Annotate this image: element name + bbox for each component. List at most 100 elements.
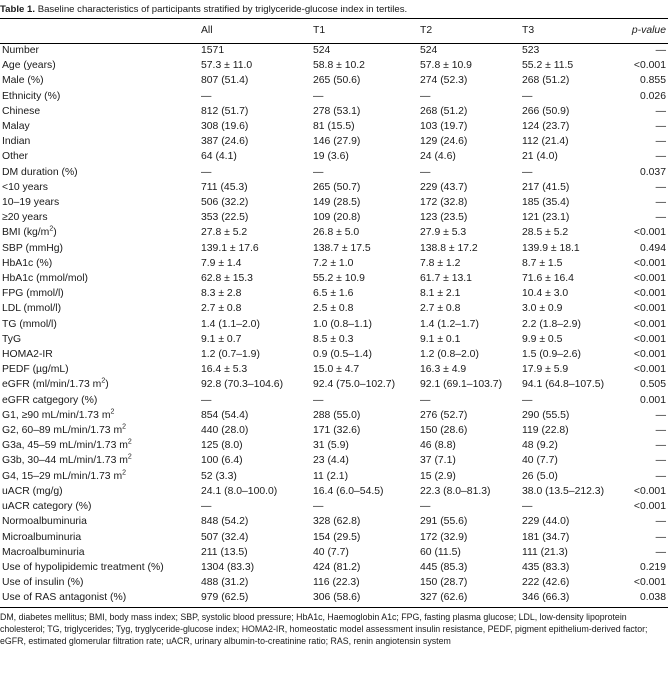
- cell-t2: 123 (23.5): [420, 212, 468, 224]
- row-label-text: DM duration (%): [2, 166, 78, 178]
- cell-t1: 23 (4.4): [313, 455, 349, 467]
- baseline-characteristics-table: All T1 T2 T3 p-value Number 1571 524 524 523…: [0, 19, 668, 606]
- row-label: Number: [0, 43, 199, 58]
- row-label: FPG (mmol/l): [0, 286, 199, 301]
- row-label-superscript: 2: [122, 423, 127, 431]
- table-row: TyG 9.1 ± 0.7 8.5 ± 0.3 9.1 ± 0.1 9.9 ± 0.5 <…: [0, 332, 668, 347]
- cell-all: 62.8 ± 15.3: [201, 273, 253, 285]
- table-row: G4, 15–29 mL/min/1.73 m2 52 (3.3) 11 (2.1)…: [0, 469, 668, 484]
- cell-t2: 7.8 ± 1.2: [420, 257, 461, 269]
- p-value-cell: —: [655, 181, 666, 193]
- cell-t1: 0.9 (0.5–1.4): [313, 349, 372, 361]
- row-label-text: G4, 15–29 mL/min/1.73 m: [2, 470, 123, 482]
- row-label: Chinese: [0, 104, 199, 119]
- cell-all: 440 (28.0): [201, 425, 249, 437]
- row-label: eGFR (ml/min/1.73 m2): [0, 377, 199, 392]
- p-value-cell: —: [655, 516, 666, 528]
- cell-t1: 6.5 ± 1.6: [313, 288, 354, 300]
- cell-t1: 92.4 (75.0–102.7): [313, 379, 396, 391]
- cell-t1: 171 (32.6): [313, 425, 361, 437]
- table-row: Macroalbuminuria 211 (13.5) 40 (7.7) 60 (11…: [0, 545, 668, 560]
- row-label: Ethnicity (%): [0, 89, 199, 104]
- cell-t2: 1.2 (0.8–2.0): [420, 349, 479, 361]
- table-header: All T1 T2 T3 p-value: [0, 19, 668, 43]
- cell-all: 24.1 (8.0–100.0): [201, 485, 278, 497]
- row-label-text: TyG: [2, 333, 22, 345]
- cell-all: 57.3 ± 11.0: [201, 60, 253, 72]
- row-label-text: Male (%): [2, 75, 44, 87]
- row-label: Male (%): [0, 73, 199, 88]
- row-label: eGFR catgegory (%): [0, 393, 199, 408]
- row-label: 10–19 years: [0, 195, 199, 210]
- cell-t2: 1.4 (1.2–1.7): [420, 318, 479, 330]
- p-value-cell: <0.001: [633, 349, 666, 361]
- cell-t2: 276 (52.7): [420, 409, 468, 421]
- cell-t3: 266 (50.9): [522, 105, 570, 117]
- cell-t1: 278 (53.1): [313, 105, 361, 117]
- row-label-superscript: 2: [49, 225, 54, 233]
- header-rule: [0, 43, 668, 44]
- row-label-text: Malay: [2, 121, 30, 133]
- cell-t2: 524: [420, 45, 438, 56]
- p-value-cell: —: [655, 455, 666, 467]
- row-label-text: Ethnicity (%): [2, 90, 61, 102]
- cell-t2: 138.8 ± 17.2: [420, 242, 478, 254]
- cell-t2: 150 (28.6): [420, 425, 468, 437]
- p-value-cell: 0.219: [639, 561, 666, 573]
- p-value-cell: —: [655, 425, 666, 437]
- cell-t1: 265 (50.6): [313, 75, 361, 87]
- cell-t1: 26.8 ± 5.0: [313, 227, 360, 239]
- p-value-cell: —: [655, 197, 666, 209]
- cell-t1: 1.0 (0.8–1.1): [313, 318, 372, 330]
- row-label: Microalbuminuria: [0, 530, 199, 545]
- cell-t2: 2.7 ± 0.8: [420, 303, 461, 315]
- header-cell-t3: T3: [522, 25, 535, 36]
- cell-t2: 150 (28.7): [420, 577, 468, 589]
- cell-t3: 40 (7.7): [522, 455, 558, 467]
- row-label-superscript: 2: [122, 469, 127, 477]
- table-row: FPG (mmol/l) 8.3 ± 2.8 6.5 ± 1.6 8.1 ± 2.1 1…: [0, 286, 668, 301]
- cell-t3: 8.7 ± 1.5: [522, 257, 563, 269]
- cell-t3: 55.2 ± 11.5: [522, 60, 574, 72]
- cell-t3: 48 (9.2): [522, 440, 558, 452]
- cell-t1: 265 (50.7): [313, 181, 361, 193]
- cell-t2: 129 (24.6): [420, 136, 468, 148]
- cell-all: 92.8 (70.3–104.6): [201, 379, 284, 391]
- cell-t3: —: [522, 501, 533, 513]
- cell-t1: 55.2 ± 10.9: [313, 273, 365, 285]
- p-value-cell: 0.494: [639, 242, 666, 254]
- table-row: 10–19 years 506 (32.2) 149 (28.5) 172 (32.8…: [0, 195, 668, 210]
- table-row: <10 years 711 (45.3) 265 (50.7) 229 (43.7) 2…: [0, 180, 668, 195]
- row-label-superscript: 2: [110, 408, 115, 416]
- row-label-suffix: ): [53, 227, 57, 239]
- cell-all: —: [201, 394, 212, 406]
- table-row: HbA1c (%) 7.9 ± 1.4 7.2 ± 1.0 7.8 ± 1.2 8.7 …: [0, 256, 668, 271]
- cell-t2: 16.3 ± 4.9: [420, 364, 467, 376]
- table-row: G2, 60–89 mL/min/1.73 m2 440 (28.0) 171 (3…: [0, 423, 668, 438]
- cell-t2: 274 (52.3): [420, 75, 468, 87]
- cell-t3: 112 (21.4): [522, 136, 569, 148]
- header-cell-all: All: [201, 25, 213, 36]
- cell-all: 125 (8.0): [201, 440, 243, 452]
- cell-t1: 11 (2.1): [313, 470, 349, 482]
- cell-t3: —: [522, 166, 533, 178]
- table-row: G1, ≥90 mL/min/1.73 m2 854 (54.4) 288 (55.…: [0, 408, 668, 423]
- cell-all: —: [201, 90, 212, 102]
- p-value-cell: 0.505: [639, 379, 666, 391]
- cell-t3: 121 (23.1): [522, 212, 570, 224]
- row-label: Macroalbuminuria: [0, 545, 199, 560]
- cell-t1: 8.5 ± 0.3: [313, 333, 354, 345]
- p-value-cell: —: [655, 440, 666, 452]
- cell-t1: 424 (81.2): [313, 561, 361, 573]
- cell-t1: 328 (62.8): [313, 516, 361, 528]
- cell-t1: 109 (20.8): [313, 212, 361, 224]
- cell-t3: 111 (21.3): [522, 546, 568, 558]
- cell-t1: 31 (5.9): [313, 440, 349, 452]
- row-label-text: FPG (mmol/l): [2, 288, 64, 300]
- row-label: DM duration (%): [0, 165, 199, 180]
- row-label-text: Macroalbuminuria: [2, 546, 85, 558]
- row-label: Use of insulin (%): [0, 575, 199, 590]
- cell-t3: 217 (41.5): [522, 181, 570, 193]
- cell-t2: —: [420, 394, 431, 406]
- p-value-cell: —: [655, 136, 666, 148]
